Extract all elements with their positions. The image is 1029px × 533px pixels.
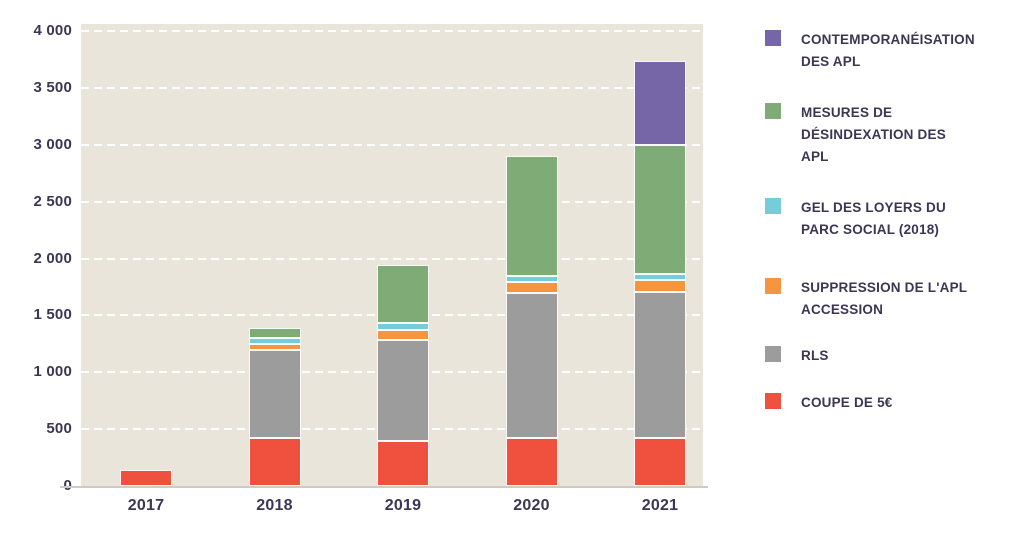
legend-label-mesures-de-desindexation-des-apl: MESURES DE DÉSINDEXATION DES APL	[801, 102, 1029, 168]
bar-segment-2021-rls	[634, 291, 686, 439]
legend-label-coupe-de-5-euros: COUPE DE 5€	[801, 392, 1029, 414]
legend-label-line: CONTEMPORANÉISATION	[801, 32, 975, 47]
x-tick-label-2017: 2017	[127, 497, 165, 514]
y-tick-label-2500: 2 500	[33, 192, 72, 210]
x-tick-label-2019: 2019	[384, 497, 422, 514]
legend-label-line: DÉSINDEXATION DES	[801, 127, 946, 142]
plot-area	[81, 24, 703, 486]
bar-segment-2021-coupe-de-5-	[634, 438, 686, 486]
bar-segment-2019-gel-des-loyers-du-parc-social-2018-	[377, 323, 429, 331]
bar-segment-2021-contemporan-isation-des-apl	[634, 60, 686, 145]
y-tick-label-0: 0	[0, 477, 72, 495]
legend-label-contemporaneisation-des-apl: CONTEMPORANÉISATION DES APL	[801, 29, 1029, 73]
legend-label-gel-des-loyers-du-parc-social-2018: GEL DES LOYERS DU PARC SOCIAL (2018)	[801, 197, 1029, 241]
legend-label-line: RLS	[801, 348, 829, 363]
bar-segment-2018-gel-des-loyers-du-parc-social-2018-	[248, 338, 301, 344]
bar-segment-2021-mesures-de-d-sindexation-des-apl	[634, 144, 686, 275]
bar-segment-2018-rls	[248, 349, 301, 439]
legend-label-line: GEL DES LOYERS DU	[801, 200, 946, 215]
legend-label-line: MESURES DE	[801, 105, 893, 120]
legend-swatch-rls	[765, 346, 781, 362]
bar-segment-2019-suppression-de-l-apl-accession	[377, 330, 429, 341]
legend-label-line: ACCESSION	[801, 302, 884, 317]
y-tick-label-1500: 1 500	[33, 306, 72, 324]
bar-segment-2019-coupe-de-5-	[377, 440, 429, 486]
legend-swatch-gel-des-loyers-du-parc-social-2018	[765, 198, 781, 214]
bar-segment-2017-coupe-de-5-	[120, 470, 172, 486]
bar-segment-2021-gel-des-loyers-du-parc-social-2018-	[634, 274, 686, 281]
gridline-3000	[81, 143, 703, 146]
legend-label-rls: RLS	[801, 345, 1029, 367]
bar-segment-2018-suppression-de-l-apl-accession	[248, 343, 301, 350]
legend-swatch-coupe-de-5-euros	[765, 393, 781, 409]
bar-segment-2021-suppression-de-l-apl-accession	[634, 280, 686, 292]
bar-segment-2020-rls	[505, 292, 558, 439]
gridline-4000	[81, 30, 703, 32]
legend-label-line: APL	[801, 149, 829, 164]
bar-segment-2019-rls	[377, 340, 429, 441]
gridline-3500	[81, 86, 703, 89]
bar-segment-2018-mesures-de-d-sindexation-des-apl	[248, 327, 301, 339]
bar-segment-2018-coupe-de-5-	[248, 438, 301, 486]
legend-label-line: SUPPRESSION DE L'APL	[801, 280, 968, 295]
legend-swatch-mesures-de-desindexation-des-apl	[765, 103, 781, 119]
y-tick-label-2000: 2 000	[33, 249, 72, 267]
bar-segment-2019-mesures-de-d-sindexation-des-apl	[377, 265, 429, 324]
legend-swatch-contemporaneisation-des-apl	[765, 30, 781, 46]
gridline-2000	[81, 257, 703, 260]
y-tick-label-3500: 3 500	[33, 78, 72, 96]
y-tick-label-1000: 1 000	[33, 363, 72, 381]
bar-segment-2020-coupe-de-5-	[505, 438, 558, 486]
bar-segment-2020-mesures-de-d-sindexation-des-apl	[505, 156, 558, 276]
y-tick-label-4000: 4 000	[33, 22, 72, 39]
legend-swatch-suppression-de-l-apl-accession	[765, 278, 781, 294]
legend-label-line: COUPE DE 5€	[801, 395, 893, 410]
y-tick-label-500: 500	[46, 420, 72, 438]
bar-segment-2020-suppression-de-l-apl-accession	[505, 282, 558, 293]
legend-label-line: DES APL	[801, 54, 861, 69]
y-tick-label-3000: 3 000	[33, 135, 72, 153]
gridline-2500	[81, 200, 703, 203]
bar-segment-2020-gel-des-loyers-du-parc-social-2018-	[505, 275, 558, 283]
legend-label-line: PARC SOCIAL (2018)	[801, 222, 940, 237]
x-tick-label-2018: 2018	[256, 497, 293, 514]
legend-label-suppression-de-l-apl-accession: SUPPRESSION DE L'APL ACCESSION	[801, 277, 1029, 321]
x-axis-line	[60, 486, 708, 488]
x-tick-label-2021: 2021	[641, 497, 679, 514]
x-tick-label-2020: 2020	[513, 497, 550, 514]
